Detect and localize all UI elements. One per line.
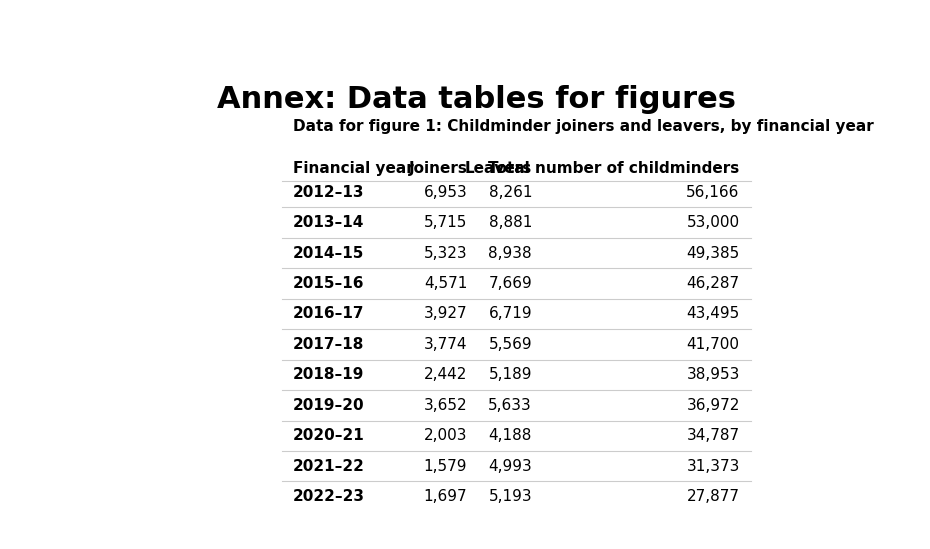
Text: 46,287: 46,287 [686,276,739,291]
Text: 2021–22: 2021–22 [293,458,365,474]
Text: 2016–17: 2016–17 [293,306,365,321]
Text: 2020–21: 2020–21 [293,428,365,443]
Text: 8,938: 8,938 [488,245,532,261]
Text: 41,700: 41,700 [686,337,739,352]
Text: 2013–14: 2013–14 [293,215,365,230]
Text: Data for figure 1: Childminder joiners and leavers, by financial year: Data for figure 1: Childminder joiners a… [293,119,873,134]
Text: 4,188: 4,188 [489,428,532,443]
Text: 5,189: 5,189 [488,367,532,382]
Text: 31,373: 31,373 [686,458,739,474]
Text: 2022–23: 2022–23 [293,489,365,504]
Text: 1,579: 1,579 [424,458,467,474]
Text: 5,193: 5,193 [488,489,532,504]
Text: 5,715: 5,715 [424,215,467,230]
Text: 3,927: 3,927 [424,306,467,321]
Text: Financial year: Financial year [293,161,414,176]
Text: 7,669: 7,669 [488,276,532,291]
Text: 5,569: 5,569 [488,337,532,352]
Text: 2019–20: 2019–20 [293,397,365,413]
Text: 6,719: 6,719 [488,306,532,321]
Text: 3,652: 3,652 [424,397,467,413]
Text: 53,000: 53,000 [686,215,739,230]
Text: 3,774: 3,774 [424,337,467,352]
Text: 56,166: 56,166 [686,184,739,200]
Text: 1,697: 1,697 [424,489,467,504]
Text: 2017–18: 2017–18 [293,337,365,352]
Text: 34,787: 34,787 [686,428,739,443]
Text: 2,442: 2,442 [424,367,467,382]
Text: 4,993: 4,993 [488,458,532,474]
Text: 4,571: 4,571 [424,276,467,291]
Text: 49,385: 49,385 [686,245,739,261]
Text: 2012–13: 2012–13 [293,184,365,200]
Text: 5,633: 5,633 [488,397,532,413]
Text: 2015–16: 2015–16 [293,276,365,291]
Text: 2014–15: 2014–15 [293,245,365,261]
Text: 36,972: 36,972 [686,397,739,413]
Text: Leavers: Leavers [465,161,532,176]
Text: 27,877: 27,877 [686,489,739,504]
Text: Annex: Data tables for figures: Annex: Data tables for figures [217,85,737,114]
Text: 2018–19: 2018–19 [293,367,365,382]
Text: 38,953: 38,953 [686,367,739,382]
Text: 43,495: 43,495 [686,306,739,321]
Text: 5,323: 5,323 [424,245,467,261]
Text: Joiners: Joiners [408,161,467,176]
Text: 6,953: 6,953 [423,184,467,200]
Text: 8,881: 8,881 [489,215,532,230]
Text: 2,003: 2,003 [424,428,467,443]
Text: 8,261: 8,261 [488,184,532,200]
Text: Total number of childminders: Total number of childminders [488,161,739,176]
